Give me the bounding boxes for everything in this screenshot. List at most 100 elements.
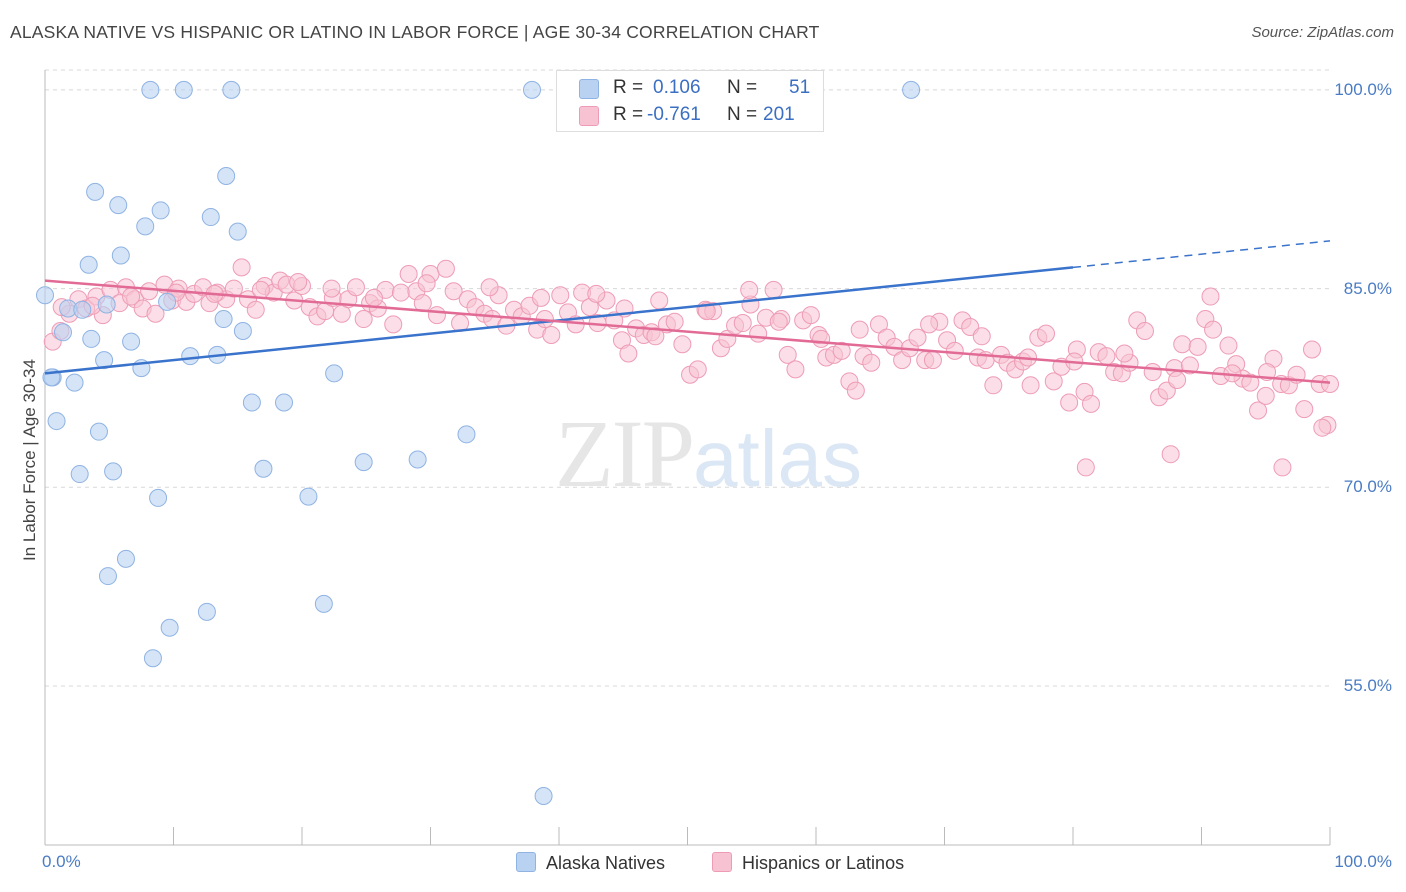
data-point-alaska [254,459,273,478]
data-point-hispanic [697,302,716,321]
data-point-alaska [109,196,128,215]
data-point-hispanic [542,325,561,344]
legend-n-label: N = [727,104,758,125]
data-point-hispanic [532,288,551,307]
data-point-hispanic [619,344,638,363]
data-point-alaska [408,450,427,469]
data-point-alaska [79,255,98,274]
data-point-alaska [111,246,130,265]
data-point-hispanic [232,258,251,277]
legend-r-value: -0.761 [647,104,701,125]
data-point-hispanic [346,278,365,297]
data-point-alaska [98,567,117,586]
data-point-hispanic [923,351,942,370]
data-point-alaska [214,310,233,329]
legend-swatch-pink [579,106,599,126]
data-point-hispanic [1168,371,1187,389]
data-point-hispanic [1081,394,1100,413]
y-tick-label: 100.0% [1334,79,1392,99]
data-point-alaska [116,549,135,568]
data-point-hispanic [551,286,570,305]
data-point-hispanic [1201,287,1220,306]
data-point-hispanic [1188,337,1207,356]
data-point-hispanic [1076,458,1095,477]
data-point-hispanic [322,279,341,298]
watermark-atlas: atlas [693,414,862,503]
data-point-hispanic [417,274,436,293]
watermark-zip: ZIP [555,400,695,507]
data-point-hispanic [920,315,939,334]
watermark: ZIPatlas [555,398,862,509]
legend-swatch-pink [712,852,732,872]
data-point-hispanic [749,324,768,343]
data-point-hispanic [1135,321,1154,340]
data-point-alaska [70,465,89,484]
data-point-hispanic [1173,335,1192,354]
legend-row-hispanic: R = -0.761 N = 201 [557,102,823,130]
data-point-hispanic [354,310,373,329]
legend-r-label: R = [613,104,644,125]
x-tick-label-min: 0.0% [42,852,81,871]
data-point-alaska [217,166,236,185]
data-point-hispanic [908,328,927,347]
x-tick-label-max: 100.0% [1334,852,1392,871]
source-label: Source: ZipAtlas.com [1251,24,1394,41]
data-point-alaska [233,321,252,340]
data-point-alaska [95,351,114,370]
axes [44,70,1331,846]
data-point-hispanic [850,320,869,339]
data-point-alaska [902,80,921,99]
data-point-hispanic [1219,336,1238,355]
data-point-alaska [457,425,476,444]
data-point-hispanic [1161,445,1180,464]
data-point-hispanic [480,278,499,297]
data-point-alaska [354,453,373,472]
data-point-alaska [65,373,84,392]
data-point-hispanic [1060,393,1079,412]
data-point-hispanic [1115,344,1134,363]
legend-label: Hispanics or Latinos [742,853,905,873]
data-point-alaska [36,286,54,305]
data-point-hispanic [1313,418,1332,437]
legend-label: Alaska Natives [546,853,666,873]
data-point-alaska [143,649,162,668]
data-point-alaska [299,487,318,506]
trend-line-hispanic [44,279,1331,384]
legend-n-value: 51 [789,77,811,98]
data-point-hispanic [364,288,383,307]
data-point-hispanic [246,300,265,319]
data-point-alaska [136,217,155,236]
data-point-hispanic [646,327,665,346]
data-point-alaska [47,412,66,431]
data-point-alaska [149,488,168,507]
data-point-alaska [534,786,553,805]
legend-r-value: 0.106 [653,77,701,98]
data-point-alaska [275,393,294,412]
data-point-alaska [53,323,72,342]
legend-item-alaska: Alaska Natives [516,852,665,874]
data-point-hispanic [1044,372,1063,391]
data-point-alaska [158,292,177,311]
data-point-hispanic [1295,400,1314,419]
data-point-hispanic [769,312,788,331]
data-point-alaska [174,80,193,99]
data-point-hispanic [801,306,820,325]
chart-title: ALASKA NATIVE VS HISPANIC OR LATINO IN L… [10,22,820,42]
data-point-alaska [523,80,542,99]
data-point-alaska [141,80,160,99]
data-point-hispanic [427,306,446,325]
data-point-alaska [325,364,344,383]
data-point-alaska [86,182,105,201]
data-point-alaska [151,201,170,220]
legend-n-value: 201 [763,104,795,125]
data-point-hispanic [733,314,752,333]
legend-r-label: R = [613,77,644,98]
data-point-hispanic [665,312,684,331]
data-point-hispanic [122,287,141,306]
data-point-hispanic [391,283,410,302]
legend-swatch-blue [579,79,599,99]
data-point-hispanic [869,315,888,334]
data-point-hispanic [146,304,165,323]
data-point-hispanic [399,265,418,284]
